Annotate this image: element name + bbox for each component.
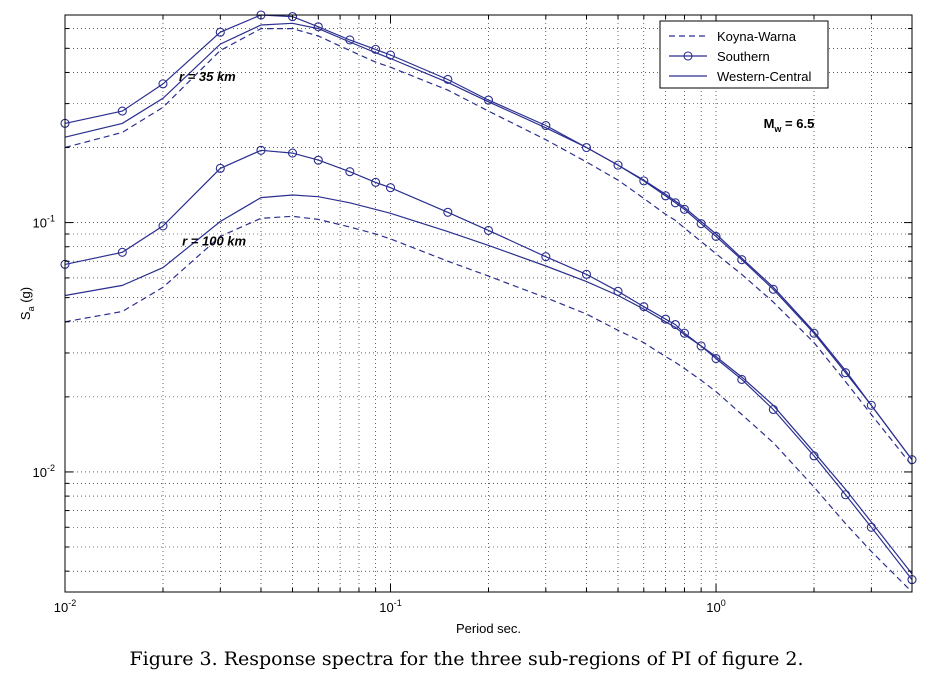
magnitude-annotation-main: M <box>764 116 775 131</box>
series-marker-southern <box>581 142 592 153</box>
series-marker-southern <box>679 328 690 338</box>
series-line-southern <box>64 149 913 580</box>
series-marker-southern <box>841 368 851 378</box>
distance-annotation: r = 35 km <box>179 69 236 84</box>
series-marker-southern <box>670 198 680 208</box>
series-marker-southern <box>613 160 623 170</box>
legend-marker-sample <box>683 51 693 61</box>
series-line-western-central <box>64 22 913 461</box>
series-marker-southern <box>541 252 551 262</box>
series-marker-southern <box>158 221 168 231</box>
series-marker-southern <box>443 74 453 85</box>
axis-ticks <box>65 15 912 592</box>
y-tick-label: 10-1 <box>33 214 55 231</box>
series-marker-southern <box>737 374 747 384</box>
legend-entry-label: Koyna-Warna <box>717 29 797 44</box>
series-marker-southern <box>443 207 453 217</box>
series-marker-southern <box>581 269 592 279</box>
series-marker-southern <box>371 44 381 54</box>
series-marker-southern <box>117 247 127 257</box>
magnitude-annotation: Mw = 6.5 <box>764 116 815 134</box>
series-marker-southern <box>345 167 355 177</box>
chart-grid <box>65 15 912 592</box>
magnitude-annotation-value: = 6.5 <box>781 116 814 131</box>
series-marker-southern <box>371 177 381 187</box>
series-marker-southern <box>711 231 721 241</box>
series-marker-southern <box>287 12 298 22</box>
x-tick-label: 10-2 <box>54 598 76 615</box>
y-tick-label-exponent: -1 <box>47 214 55 224</box>
magnitude-annotation-subscript: w <box>773 124 782 134</box>
series-marker-southern <box>768 284 778 294</box>
series-marker-southern <box>215 163 225 173</box>
y-tick-label-base: 10 <box>33 216 47 231</box>
y-tick-label-base: 10 <box>33 465 47 480</box>
series-marker-southern <box>313 22 323 32</box>
y-axis-label: Sa (g) <box>18 287 36 320</box>
series-marker-southern <box>696 219 706 229</box>
y-tick-label-exponent: -2 <box>47 463 55 473</box>
series-marker-southern <box>679 204 690 214</box>
y-axis-label-subscript: a <box>26 306 36 311</box>
series-marker-southern <box>639 176 649 186</box>
series-line-western-central <box>64 194 913 575</box>
series-marker-southern <box>215 27 225 37</box>
x-tick-label: 10-1 <box>379 598 401 615</box>
series-marker-southern <box>158 79 168 89</box>
y-tick-label: 10-2 <box>33 463 55 480</box>
chart-series <box>60 10 917 593</box>
distance-annotation: r = 100 km <box>182 233 246 248</box>
y-axis-label-unit: (g) <box>18 287 33 307</box>
series-marker-southern <box>287 148 298 158</box>
series-marker-southern <box>866 400 876 410</box>
legend-entry-label: Western-Central <box>717 69 812 84</box>
x-axis-label: Period sec. <box>456 621 521 636</box>
series-marker-southern <box>256 145 266 155</box>
figure-caption: Figure 3. Response spectra for the three… <box>129 648 804 670</box>
series-marker-southern <box>117 106 127 116</box>
chart-annotations: r = 35 km r = 100 km Mw = 6.5 <box>179 69 814 249</box>
x-tick-label-base: 10 <box>706 600 720 615</box>
series-marker-southern <box>711 353 721 364</box>
x-tick-label-exponent: -1 <box>394 598 402 608</box>
series-marker-southern <box>696 341 706 351</box>
series-marker-southern <box>809 328 819 338</box>
series-marker-southern <box>385 183 396 193</box>
x-tick-label-base: 10 <box>54 600 68 615</box>
chart-legend: Koyna-Warna Southern Western-Central <box>659 20 829 89</box>
series-line-koyna-warna <box>64 215 913 593</box>
series-line-koyna-warna <box>64 28 913 466</box>
x-tick-label-base: 10 <box>379 600 393 615</box>
series-marker-southern <box>313 155 323 165</box>
series-marker-southern <box>661 191 671 201</box>
legend-box <box>659 20 829 89</box>
legend-entry-label: Southern <box>717 49 770 64</box>
x-tick-label: 100 <box>706 598 725 615</box>
x-tick-label-exponent: 0 <box>721 598 726 608</box>
series-marker-southern <box>737 255 747 265</box>
y-axis-label-main: S <box>18 311 33 320</box>
x-tick-label-exponent: -2 <box>68 598 76 608</box>
series-marker-southern <box>483 225 494 235</box>
